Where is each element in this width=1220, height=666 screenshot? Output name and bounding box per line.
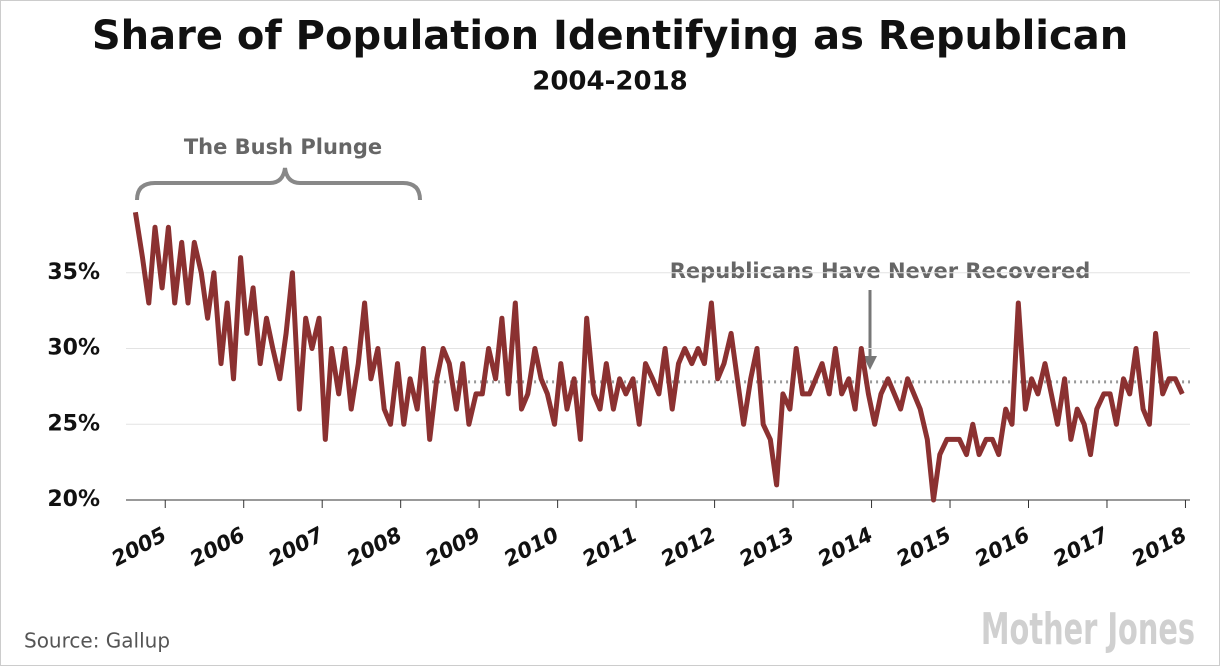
data-line (132, 211, 1185, 503)
annotation: The Bush Plunge (184, 135, 382, 159)
y-tick-label: 30% (47, 336, 100, 361)
annotation: Republicans Have Never Recovered (670, 259, 1090, 283)
y-tick-label: 35% (47, 260, 100, 285)
logo: Mother Jones (981, 604, 1195, 655)
bracket (135, 167, 422, 201)
chart-subtitle: 2004-2018 (532, 67, 688, 97)
y-tick-label: 20% (47, 487, 100, 512)
source: Source: Gallup (24, 629, 170, 653)
arrow-head (863, 356, 877, 370)
y-tick-label: 25% (47, 411, 100, 436)
chart-title: Share of Population Identifying as Repub… (92, 13, 1128, 59)
